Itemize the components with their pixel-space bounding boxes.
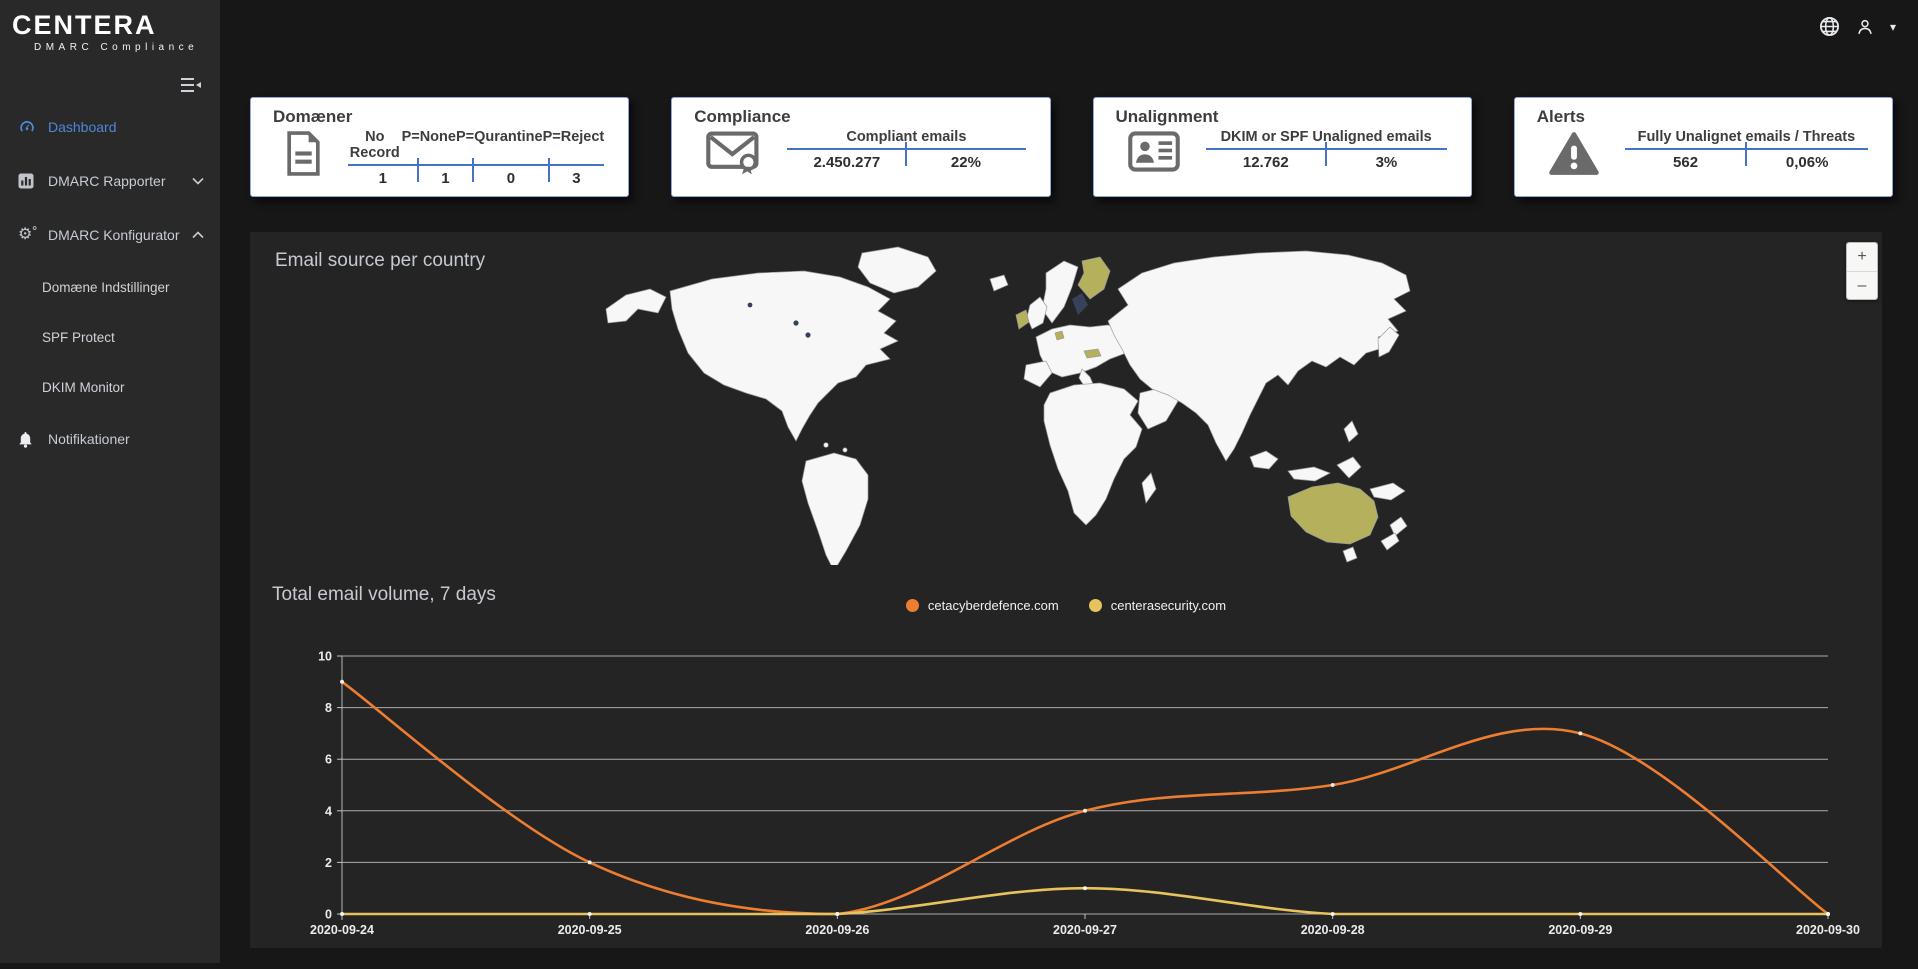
legend-item: cetacyberdefence.com: [905, 598, 1059, 613]
brand-name: CENTERA: [12, 10, 157, 40]
gauge-icon: [18, 118, 48, 136]
sidebar-item-label: Domæne Indstillinger: [42, 279, 170, 295]
sidebar-item-domaene-indstillinger[interactable]: Domæne Indstillinger: [0, 262, 220, 312]
svg-text:0: 0: [325, 908, 332, 922]
unalignment-card: Unalignment DKIM or SPF Unalig: [1092, 97, 1472, 197]
map-title: Email source per country: [275, 250, 486, 271]
svg-text:2020-09-26: 2020-09-26: [805, 923, 869, 937]
svg-text:2020-09-29: 2020-09-29: [1548, 923, 1612, 937]
stat-value: 1: [378, 170, 387, 187]
chart-title: Total email volume, 7 days: [272, 584, 496, 605]
svg-text:2020-09-30: 2020-09-30: [1796, 923, 1860, 937]
stat-value: 0: [472, 158, 548, 192]
sidebar-item-dkim-monitor[interactable]: DKIM Monitor: [0, 362, 220, 412]
legend-label: cetacyberdefence.com: [927, 598, 1059, 613]
sidebar-item-dashboard[interactable]: Dashboard: [0, 100, 220, 154]
stat-value: 12.762: [1242, 154, 1289, 171]
gears-icon: ⚙˚: [18, 226, 38, 243]
sidebar-item-spf-protect[interactable]: SPF Protect: [0, 312, 220, 362]
brand-tagline: DMARC Compliance: [34, 42, 199, 53]
card-title: Compliance: [694, 107, 791, 126]
legend-dot-yellow: [1088, 599, 1102, 612]
volume-line-chart: 0 2 4 6 8 10 2020-09-24 2020-09-25 2020-09-26 202…: [310, 650, 1860, 938]
svg-text:6: 6: [325, 753, 332, 767]
card-title: Unalignment: [1115, 107, 1219, 126]
card-table-header: No Record P=None P=Qurantine P=Reject: [348, 129, 604, 164]
sidebar-item-dmarc-rapporter[interactable]: DMARC Rapporter: [0, 154, 220, 208]
svg-text:2020-09-27: 2020-09-27: [1053, 923, 1117, 937]
globe-icon[interactable]: [1819, 16, 1840, 37]
domains-card: Domæner No Record P=None: [250, 97, 630, 197]
svg-text:2: 2: [325, 856, 332, 870]
sidebar-item-label: Dashboard: [48, 119, 117, 135]
sidebar-item-label: DMARC Konfigurator: [48, 227, 180, 243]
topbar-actions: ▾: [1819, 16, 1896, 37]
warning-triangle-icon: [1549, 131, 1599, 181]
bar-chart-icon: [18, 173, 48, 189]
chevron-up-icon: [192, 231, 204, 239]
card-values: 562 0,06%: [1624, 142, 1868, 176]
stat-value: 3%: [1325, 142, 1447, 176]
card-title: Domæner: [273, 107, 353, 126]
bell-icon: [18, 431, 48, 448]
alerts-card: Alerts Fully Unalignet emails / Threats …: [1513, 97, 1893, 197]
legend-label: centerasecurity.com: [1110, 598, 1227, 613]
sidebar-item-label: DMARC Rapporter: [48, 173, 166, 189]
card-table-header: Compliant emails: [846, 129, 967, 145]
world-map[interactable]: [600, 245, 1415, 565]
collapse-menu-icon[interactable]: [180, 76, 202, 94]
stat-cards-row: Domæner No Record P=None: [250, 97, 1893, 197]
stat-value: 3: [547, 158, 605, 192]
id-card-icon: [1127, 131, 1180, 177]
chart-legend: cetacyberdefence.com centerasecurity.com: [250, 598, 1882, 613]
sidebar-item-dmarc-konfigurator[interactable]: ⚙˚ DMARC Konfigurator: [0, 208, 220, 262]
document-icon: [285, 131, 322, 181]
map-zoom-controls: + –: [1846, 242, 1878, 300]
map-zoom-out-button[interactable]: –: [1847, 271, 1877, 299]
user-icon[interactable]: [1856, 18, 1874, 36]
card-values: 1 1 0 3: [348, 158, 605, 192]
svg-text:2020-09-28: 2020-09-28: [1301, 923, 1365, 937]
stat-value: 2.450.277: [813, 154, 881, 171]
svg-text:4: 4: [325, 804, 332, 818]
legend-item: centerasecurity.com: [1088, 598, 1227, 613]
map-zoom-in-button[interactable]: +: [1847, 243, 1877, 271]
sidebar: CENTERA DMARC Compliance Das: [0, 0, 220, 963]
card-table-header: DKIM or SPF Unaligned emails: [1220, 129, 1432, 145]
brand-logo: CENTERA DMARC Compliance: [0, 0, 220, 53]
svg-text:2020-09-24: 2020-09-24: [310, 923, 374, 937]
svg-text:2020-09-25: 2020-09-25: [558, 923, 622, 937]
column-label: No Record: [349, 129, 400, 161]
column-label: P=Qurantine: [455, 129, 543, 145]
dashboard-panel: Email source per country + –: [250, 232, 1882, 948]
card-title: Alerts: [1536, 107, 1585, 126]
stat-value: 1: [416, 158, 474, 192]
card-table-header: Fully Unalignet emails / Threats: [1637, 129, 1856, 145]
card-values: 12.762 3%: [1205, 142, 1447, 176]
stat-value: 0,06%: [1745, 142, 1868, 176]
column-label: P=Reject: [542, 129, 605, 145]
svg-text:10: 10: [318, 650, 332, 664]
legend-dot-orange: [905, 599, 919, 612]
svg-text:8: 8: [325, 701, 332, 715]
caret-down-icon[interactable]: ▾: [1889, 19, 1896, 34]
sidebar-nav: Dashboard DMARC Rapporter ⚙˚: [0, 100, 220, 466]
stat-value: 22%: [905, 142, 1025, 176]
compliance-card: Compliance Compliant emails 2.450: [671, 97, 1051, 197]
volume-chart-area: 0 2 4 6 8 10 2020-09-24 2020-09-25 2020-09-26 202…: [286, 646, 1860, 951]
stat-value: 562: [1673, 154, 1699, 171]
sidebar-item-label: Notifikationer: [48, 431, 130, 447]
sidebar-item-label: DKIM Monitor: [42, 379, 125, 395]
main-content: Domæner No Record P=None: [220, 0, 1918, 969]
card-values: 2.450.277 22%: [787, 142, 1026, 176]
sidebar-item-label: SPF Protect: [42, 329, 115, 345]
sidebar-item-notifikationer[interactable]: Notifikationer: [0, 412, 220, 466]
column-label: P=None: [401, 129, 456, 145]
certified-mail-icon: [706, 131, 761, 180]
chevron-down-icon: [192, 177, 204, 185]
